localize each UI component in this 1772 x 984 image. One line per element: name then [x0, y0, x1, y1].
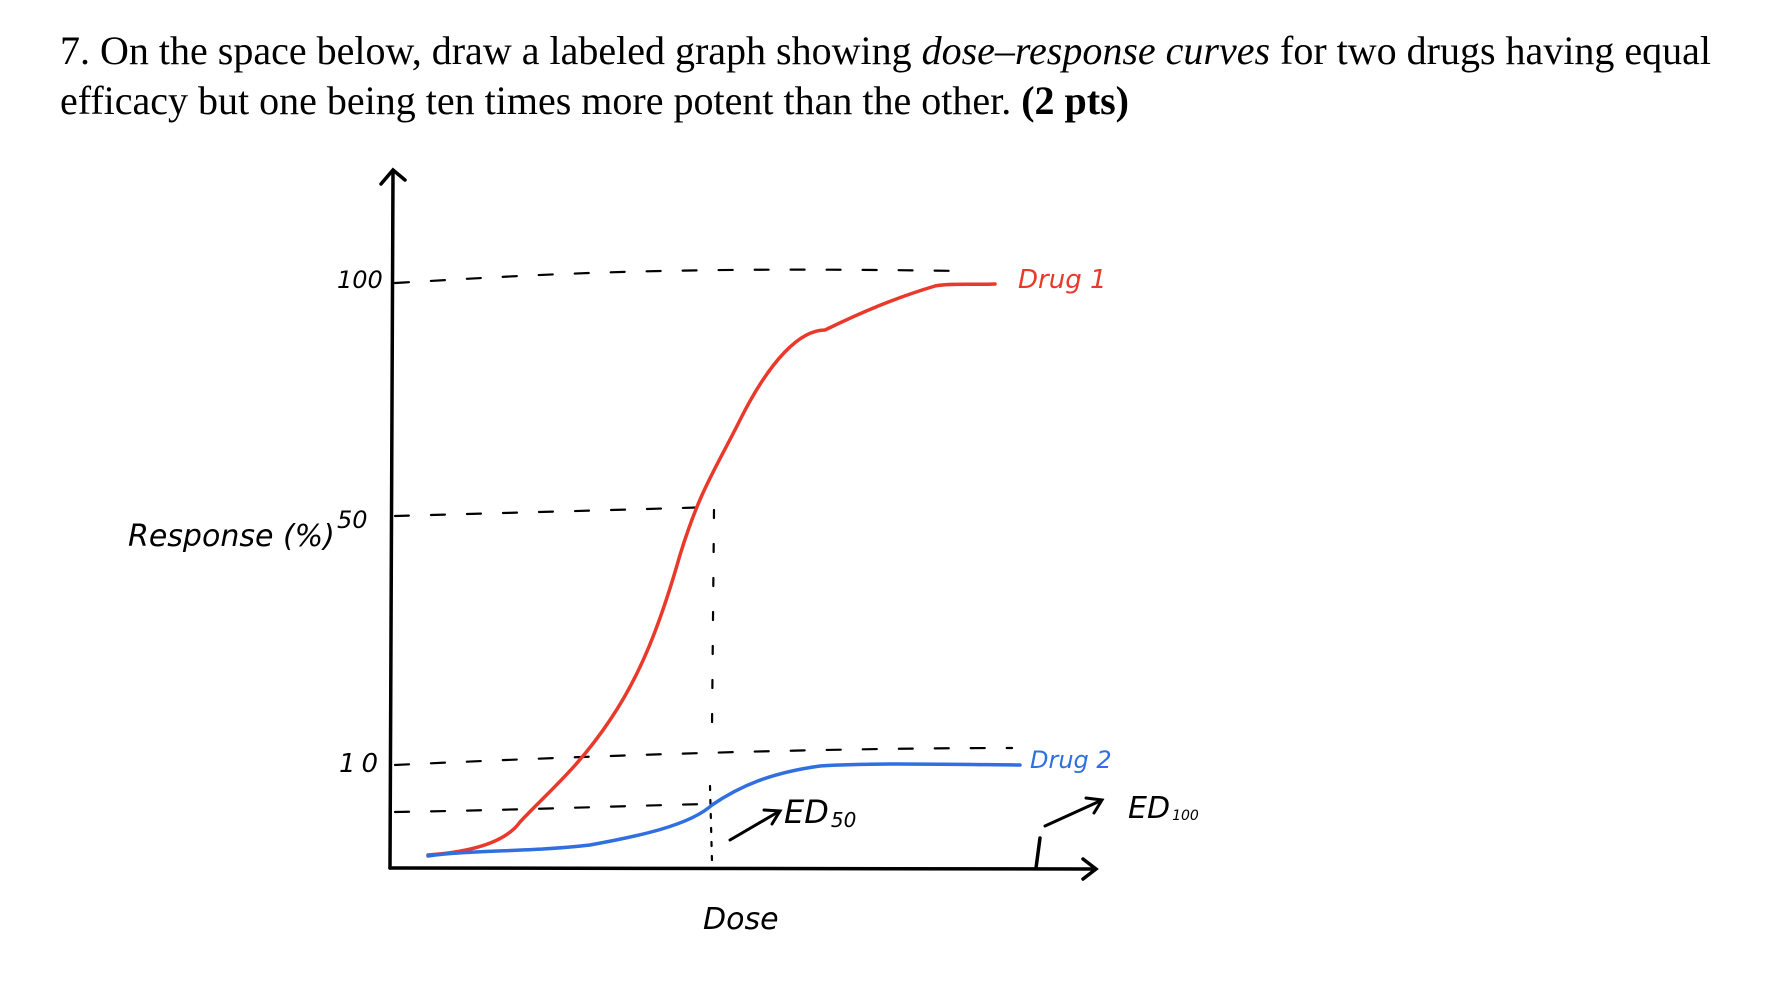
ed100-arrowhead	[1084, 796, 1105, 815]
ed100-label: ED 100	[1128, 791, 1199, 826]
ed50-main: ED	[784, 793, 829, 831]
ed100-arrow	[1043, 799, 1102, 828]
drug-2-label: Drug 2	[1030, 746, 1112, 774]
y-tick-100: 100	[337, 266, 383, 294]
y-tick-10: 10	[339, 749, 384, 779]
x-axis-label: Dose	[703, 902, 779, 937]
guide-50	[393, 505, 714, 518]
x-axis	[388, 866, 1096, 871]
drug-1-label: Drug 1	[1018, 265, 1107, 295]
y-axis-arrowhead	[379, 167, 407, 186]
ed50-subscript: 50	[831, 808, 856, 832]
x-axis-arrowhead	[1081, 857, 1099, 881]
ed100-subscript: 100	[1172, 808, 1199, 824]
y-axis	[388, 170, 395, 870]
question-text: 7. On the space below, draw a labeled gr…	[60, 26, 1760, 126]
ed100-main: ED	[1128, 791, 1170, 826]
axes	[379, 167, 1099, 881]
drug-1-curve	[426, 282, 997, 857]
question-points: (2 pts)	[1021, 78, 1129, 123]
ed100-tick	[1034, 836, 1042, 870]
y-axis-label: Response (%)	[128, 519, 335, 554]
y-tick-50: 50	[337, 506, 368, 534]
guide-ed50-vertical	[710, 508, 716, 730]
drug-2-curve	[426, 762, 1022, 858]
question-emphasis: dose–response curves	[921, 28, 1271, 73]
ed50-arrow	[728, 810, 780, 842]
guide-lines	[393, 268, 1014, 864]
guide-lower	[393, 802, 708, 814]
guide-10	[393, 746, 1014, 767]
ed50-arrowhead	[762, 808, 783, 826]
question-text-2: for two drugs having equal efficacy but …	[60, 28, 1712, 123]
guide-ed50-lower	[708, 784, 714, 864]
ed50-label: ED 50	[784, 793, 856, 832]
guide-100	[393, 268, 962, 285]
question-text-1: On the space below, draw a labeled graph…	[100, 28, 912, 73]
question-number: 7.	[60, 28, 90, 73]
